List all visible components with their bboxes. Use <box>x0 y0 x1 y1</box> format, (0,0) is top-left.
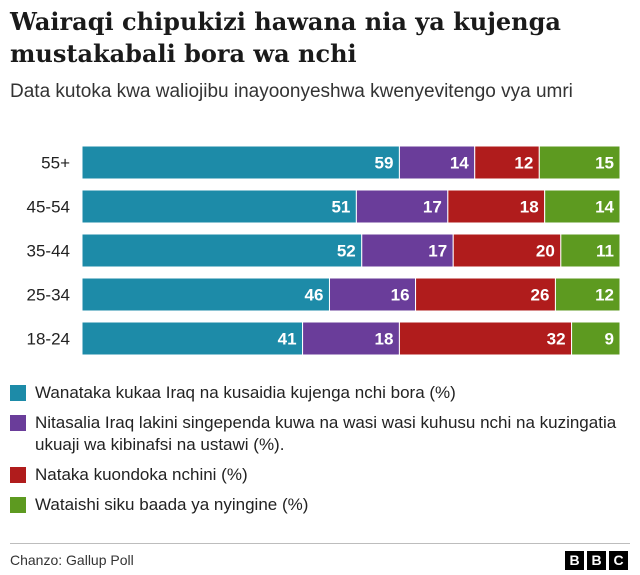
legend-swatch <box>10 467 26 483</box>
data-label-45-54-series-4: 14 <box>595 198 614 217</box>
category-label-45-54: 45-54 <box>27 198 70 217</box>
bar-25-34-series-2 <box>328 277 417 312</box>
data-label-45-54-series-1: 51 <box>331 198 350 217</box>
legend-item-day-by-day: Wataishi siku baada ya nyingine (%) <box>10 494 630 516</box>
bar-55--series-3 <box>474 145 540 180</box>
data-label-18-24-series-4: 9 <box>605 330 614 349</box>
data-label-25-34-series-2: 16 <box>391 286 410 305</box>
data-label-18-24-series-1: 41 <box>278 330 297 349</box>
category-label-25-34: 25-34 <box>27 286 70 305</box>
bar-25-34-series-4 <box>554 277 621 312</box>
bar-35-44-series-3 <box>452 233 562 268</box>
data-label-35-44-series-1: 52 <box>337 242 356 261</box>
legend-swatch <box>10 385 26 401</box>
logo-letter: B <box>587 551 606 570</box>
logo-letter: C <box>609 551 628 570</box>
data-label-45-54-series-2: 17 <box>423 198 442 217</box>
category-label-18-24: 18-24 <box>27 330 70 349</box>
bar-18-24-series-1 <box>81 321 304 356</box>
data-label-55--series-2: 14 <box>450 154 469 173</box>
legend-label: Nataka kuondoka nchini (%) <box>35 465 248 484</box>
data-label-55--series-4: 15 <box>595 154 614 173</box>
data-label-35-44-series-3: 20 <box>536 242 555 261</box>
bar-55--series-4 <box>538 145 621 180</box>
stacked-bar-chart: 55+ 59 14 12 15 45-54 51 17 18 14 35-44 52 17 20 11 25-… <box>27 145 621 356</box>
legend: Wanataka kukaa Iraq na kusaidia kujenga … <box>10 382 630 524</box>
data-label-18-24-series-2: 18 <box>374 330 393 349</box>
chart-title: Wairaqi chipukizi hawana nia ya kujenga … <box>10 7 561 68</box>
data-label-35-44-series-2: 17 <box>428 242 447 261</box>
legend-label: Wanataka kukaa Iraq na kusaidia kujenga … <box>35 383 456 402</box>
category-label-55-: 55+ <box>41 154 70 173</box>
bar-18-24-series-3 <box>398 321 573 356</box>
bar-18-24-series-2 <box>302 321 400 356</box>
source-note: Chanzo: Gallup Poll <box>10 552 134 568</box>
legend-item-stay-personal: Nitasalia Iraq lakini singependa kuwa na… <box>10 412 630 456</box>
legend-label: Wataishi siku baada ya nyingine (%) <box>35 495 309 514</box>
bar-55--series-1 <box>81 145 400 180</box>
data-label-45-54-series-3: 18 <box>520 198 539 217</box>
logo-letter: B <box>565 551 584 570</box>
bar-45-54-series-4 <box>544 189 621 224</box>
data-label-25-34-series-3: 26 <box>531 286 550 305</box>
data-label-55--series-1: 59 <box>374 154 393 173</box>
bar-35-44-series-1 <box>81 233 363 268</box>
category-label-35-44: 35-44 <box>27 242 70 261</box>
bar-45-54-series-3 <box>447 189 546 224</box>
legend-item-stay-build: Wanataka kukaa Iraq na kusaidia kujenga … <box>10 382 630 404</box>
data-label-25-34-series-4: 12 <box>595 286 614 305</box>
data-label-25-34-series-1: 46 <box>305 286 324 305</box>
legend-swatch <box>10 415 26 431</box>
bar-35-44-series-4 <box>560 233 621 268</box>
data-label-35-44-series-4: 11 <box>596 242 614 261</box>
data-label-55--series-3: 12 <box>514 154 533 173</box>
data-label-18-24-series-3: 32 <box>547 330 566 349</box>
bar-25-34-series-1 <box>81 277 330 312</box>
bar-18-24-series-4 <box>571 321 621 356</box>
bar-45-54-series-1 <box>81 189 357 224</box>
legend-item-leave: Nataka kuondoka nchini (%) <box>10 464 630 486</box>
bbc-logo: B B C <box>565 551 628 570</box>
legend-label: Nitasalia Iraq lakini singependa kuwa na… <box>35 413 617 454</box>
chart-subtitle: Data kutoka kwa waliojibu inayoonyeshwa … <box>10 81 573 102</box>
legend-swatch <box>10 497 26 513</box>
bar-55--series-2 <box>398 145 476 180</box>
bar-35-44-series-2 <box>361 233 454 268</box>
footer-divider <box>10 543 630 544</box>
